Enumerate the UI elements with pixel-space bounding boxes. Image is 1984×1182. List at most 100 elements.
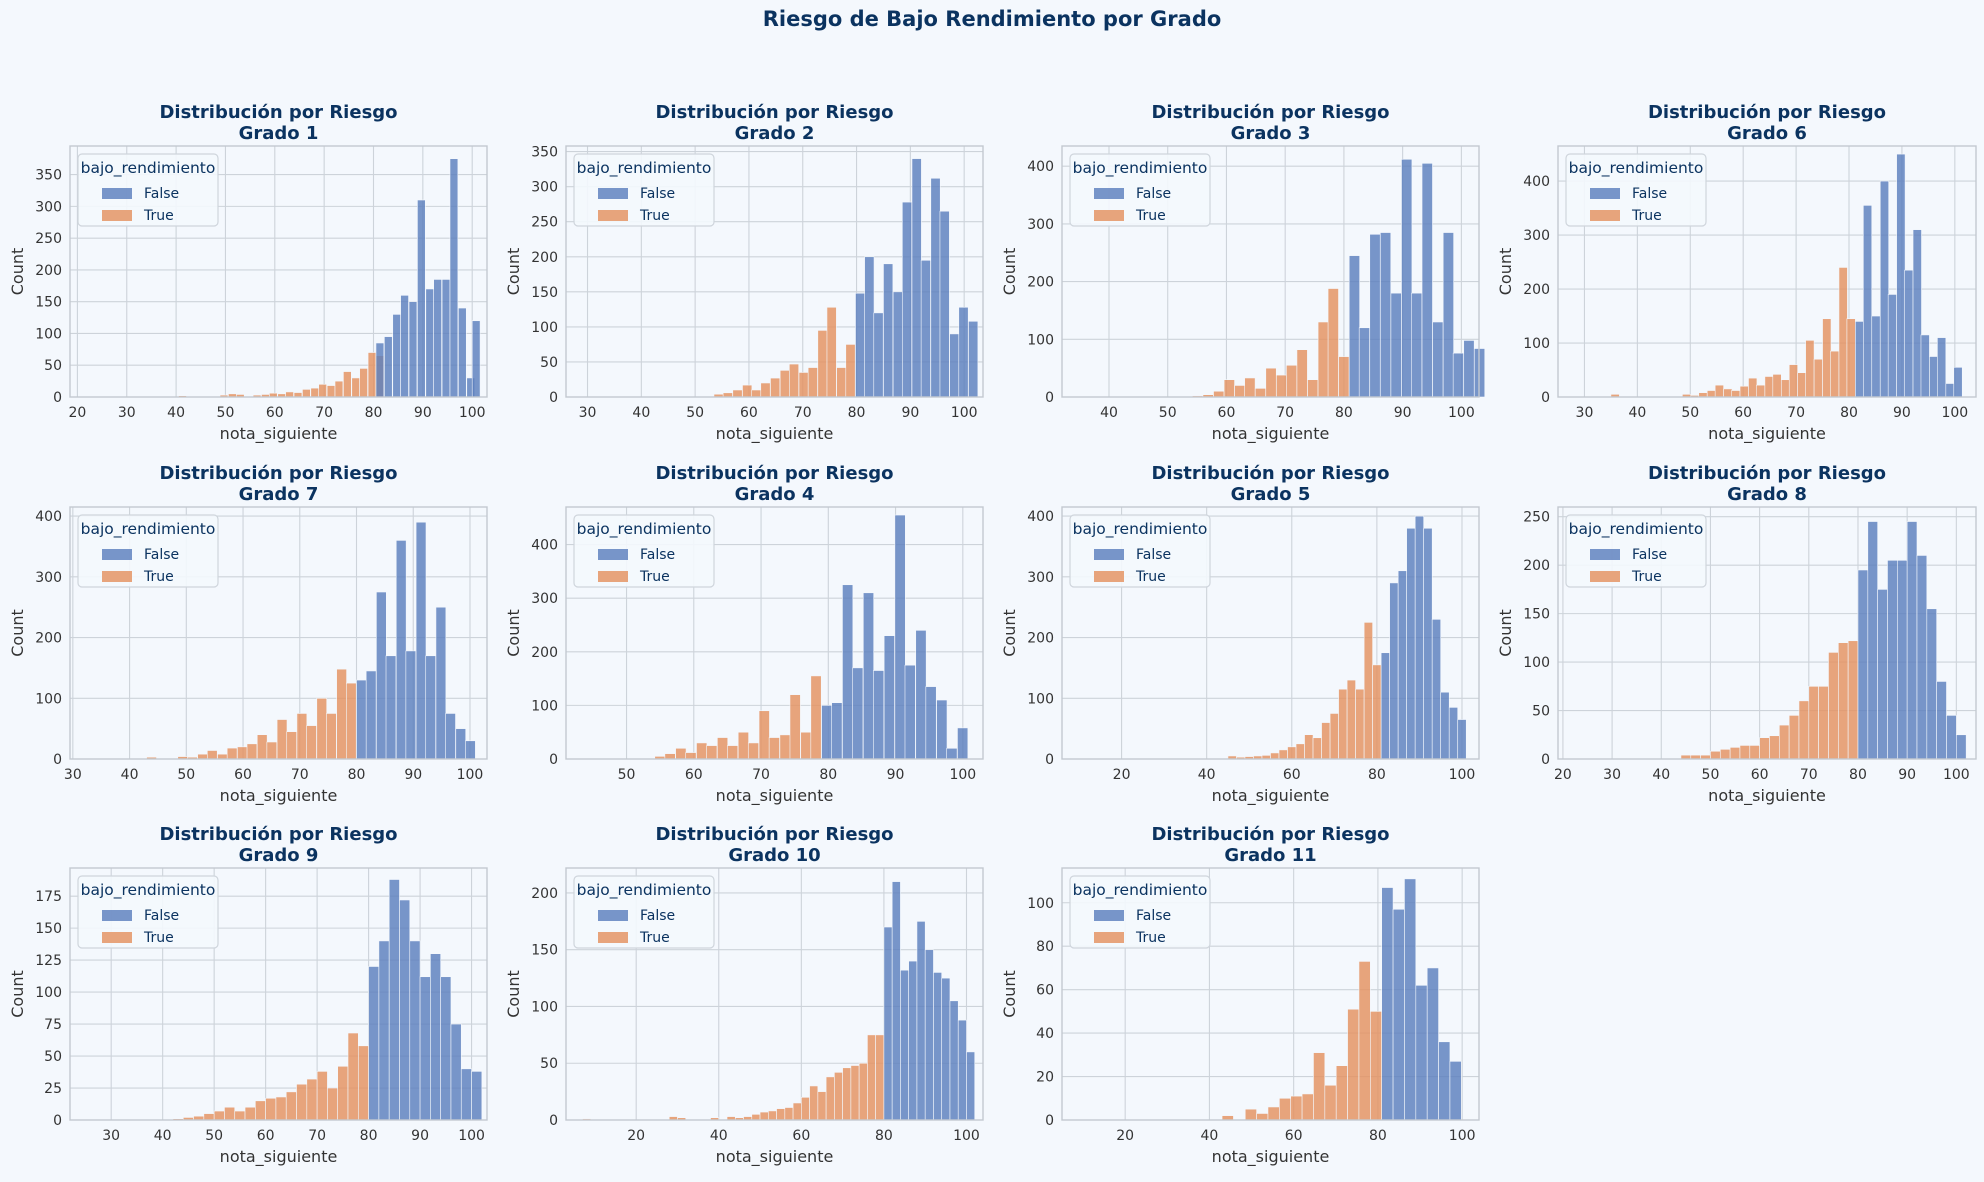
legend-label-true: True (639, 930, 670, 946)
y-tick-label: 200 (1027, 275, 1054, 291)
y-tick-label: 350 (531, 145, 558, 161)
histogram-bar-false (908, 960, 918, 1121)
histogram-bar-true (1764, 376, 1774, 398)
histogram-bar-true (800, 731, 812, 760)
x-tick-label: 80 (875, 1128, 893, 1144)
histogram-bar-true (850, 1065, 860, 1121)
histogram-bar-false (1440, 691, 1450, 760)
histogram-bar-true (1822, 318, 1832, 398)
histogram-bar-true (1813, 358, 1823, 398)
legend-label-false: False (640, 547, 675, 563)
x-tick-label: 80 (1335, 405, 1353, 421)
histogram-bar-false (1857, 569, 1869, 760)
histogram-bar-true (742, 384, 753, 398)
histogram-bar-false (430, 953, 441, 1121)
histogram-bar-true (1327, 288, 1339, 398)
x-tick-label: 90 (887, 767, 905, 783)
histogram-bar-true (1296, 349, 1308, 398)
histogram-bar-true (213, 1110, 225, 1121)
histogram-bar-true (197, 753, 208, 760)
histogram-bar-true (1286, 364, 1298, 398)
x-tick-label: 100 (458, 1128, 485, 1144)
plot-frame (69, 867, 488, 1121)
plot-frame (1061, 867, 1480, 1121)
plot-frame (1557, 145, 1977, 398)
legend-label-false: False (144, 186, 179, 202)
histogram-bar-true (351, 377, 360, 398)
histogram-bar-true (217, 753, 228, 760)
histogram-bar-false (1348, 255, 1360, 398)
histogram-bar-true (1756, 384, 1766, 398)
histogram-bar-true (1805, 340, 1815, 398)
histogram-bar-true (760, 382, 771, 398)
histogram-bar-false (365, 670, 377, 760)
histogram-bar-true (1372, 664, 1382, 760)
histogram-bar-true (1312, 737, 1322, 760)
histogram-bar-false (1415, 985, 1428, 1121)
histogram-bar-false (471, 320, 481, 398)
y-tick-label: 100 (35, 326, 62, 342)
legend-swatch-true (598, 932, 628, 943)
y-tick-label: 150 (1523, 607, 1550, 623)
legend-title: bajo_rendimiento (577, 159, 712, 178)
y-tick-label: 100 (531, 320, 558, 336)
histogram-bar-false (425, 288, 435, 398)
histogram-bar-true (256, 734, 268, 760)
histogram-bar-false (925, 686, 937, 760)
x-tick-label: 70 (291, 767, 309, 783)
y-axis-label: Count (8, 970, 27, 1018)
histogram-bar-false (1867, 521, 1878, 760)
histogram-bar-true (266, 741, 278, 760)
histogram-bar-true (316, 697, 328, 760)
y-axis-label: Count (8, 609, 27, 657)
legend-swatch-true (102, 932, 132, 943)
histogram-bar-true (336, 668, 347, 760)
legend-label-true: True (1631, 208, 1662, 224)
legend-label-true: True (639, 208, 670, 224)
x-tick-label: 100 (1943, 767, 1970, 783)
x-tick-label: 60 (1734, 405, 1752, 421)
histogram-bar-false (1389, 582, 1399, 760)
y-axis-label: Count (1000, 248, 1019, 296)
x-tick-label: 80 (848, 405, 866, 421)
x-axis-label: nota_siguiente (220, 1147, 338, 1167)
histogram-bar-false (1401, 158, 1413, 398)
histogram-bar-false (901, 201, 913, 398)
histogram-bar-true (367, 352, 377, 398)
histogram-bar-true (1213, 390, 1225, 398)
x-tick-label: 90 (411, 1128, 429, 1144)
histogram-bar-false (465, 740, 476, 760)
histogram-bar-false (1920, 334, 1930, 398)
histogram-bar-true (206, 750, 218, 760)
histogram-bar-false (1906, 521, 1918, 760)
x-tick-label: 100 (1449, 767, 1476, 783)
histogram-bar-true (776, 1108, 786, 1121)
histogram-bar-false (842, 584, 854, 760)
histogram-bar-true (1710, 750, 1721, 760)
histogram-bar-false (883, 926, 893, 1121)
y-tick-label: 0 (53, 390, 62, 406)
histogram-bar-true (826, 306, 837, 398)
x-tick-label: 80 (365, 405, 383, 421)
x-tick-label: 60 (257, 1128, 275, 1144)
histogram-bar-true (343, 371, 352, 398)
histogram-bar-false (1916, 555, 1928, 760)
histogram-bar-false (949, 333, 960, 398)
histogram-bar-true (737, 731, 749, 760)
histogram-bar-false (1380, 232, 1392, 398)
histogram-bar-false (891, 881, 901, 1121)
histogram-bar-true (334, 380, 344, 398)
histogram-bar-false (378, 940, 390, 1121)
x-tick-label: 60 (685, 767, 703, 783)
histogram-bar-false (958, 306, 969, 398)
histogram-bar-false (1879, 180, 1889, 398)
y-tick-label: 400 (1027, 159, 1054, 175)
histogram-bar-false (946, 747, 958, 760)
subplot-title-line-2: Grado 7 (239, 484, 319, 505)
histogram-bar-true (1244, 1108, 1257, 1121)
y-tick-label: 100 (531, 698, 558, 714)
y-tick-label: 100 (1027, 332, 1054, 348)
